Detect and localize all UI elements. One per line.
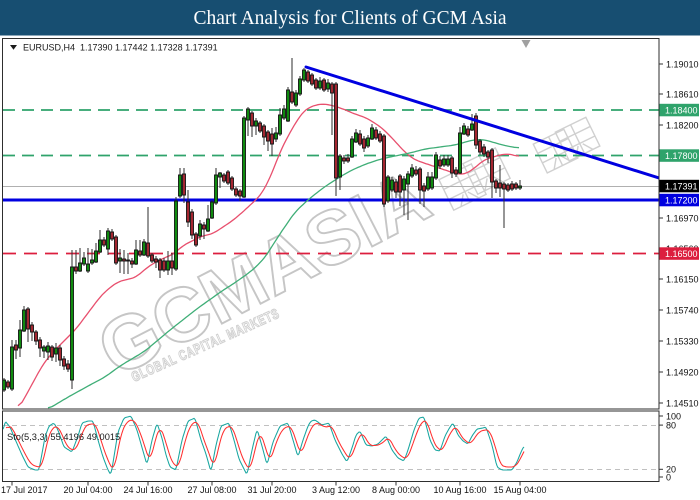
svg-text:Sto(5,3,3) 55.4196 49.0015: Sto(5,3,3) 55.4196 49.0015 <box>7 432 120 442</box>
svg-text:1.17800: 1.17800 <box>665 151 698 161</box>
svg-text:15 Aug 04:00: 15 Aug 04:00 <box>493 485 546 495</box>
svg-text:1.18200: 1.18200 <box>666 120 699 130</box>
svg-text:3 Aug 12:00: 3 Aug 12:00 <box>312 485 360 495</box>
svg-text:80: 80 <box>666 421 676 431</box>
svg-text:1.14920: 1.14920 <box>666 367 699 377</box>
svg-text:17 Jul 2017: 17 Jul 2017 <box>1 485 48 495</box>
svg-text:0: 0 <box>666 472 671 482</box>
svg-text:27 Jul 08:00: 27 Jul 08:00 <box>187 485 236 495</box>
svg-text:1.16150: 1.16150 <box>666 274 699 284</box>
svg-text:1.18400: 1.18400 <box>665 106 698 116</box>
svg-text:1.17200: 1.17200 <box>665 196 698 206</box>
svg-text:1.16500: 1.16500 <box>665 249 698 259</box>
svg-text:24 Jul 16:00: 24 Jul 16:00 <box>123 485 172 495</box>
svg-text:1.18610: 1.18610 <box>666 89 699 99</box>
svg-text:20 Jul 04:00: 20 Jul 04:00 <box>63 485 112 495</box>
svg-text:100: 100 <box>666 411 681 421</box>
svg-text:1.19010: 1.19010 <box>666 59 699 69</box>
svg-text:1.14510: 1.14510 <box>666 398 699 408</box>
svg-text:EURUSD,H4 1.17390 1.17442 1.1: EURUSD,H4 1.17390 1.17442 1.17328 1.1739… <box>23 43 218 53</box>
svg-text:20: 20 <box>666 465 676 475</box>
svg-text:10 Aug 16:00: 10 Aug 16:00 <box>433 485 486 495</box>
svg-text:1.15740: 1.15740 <box>666 305 699 315</box>
svg-text:1.16970: 1.16970 <box>666 213 699 223</box>
svg-text:1.17391: 1.17391 <box>665 182 698 192</box>
svg-text:Chart Analysis for Clients of: Chart Analysis for Clients of GCM Asia <box>193 8 506 29</box>
svg-text:8 Aug 00:00: 8 Aug 00:00 <box>372 485 420 495</box>
svg-text:1.15330: 1.15330 <box>666 336 699 346</box>
svg-text:31 Jul 20:00: 31 Jul 20:00 <box>247 485 296 495</box>
